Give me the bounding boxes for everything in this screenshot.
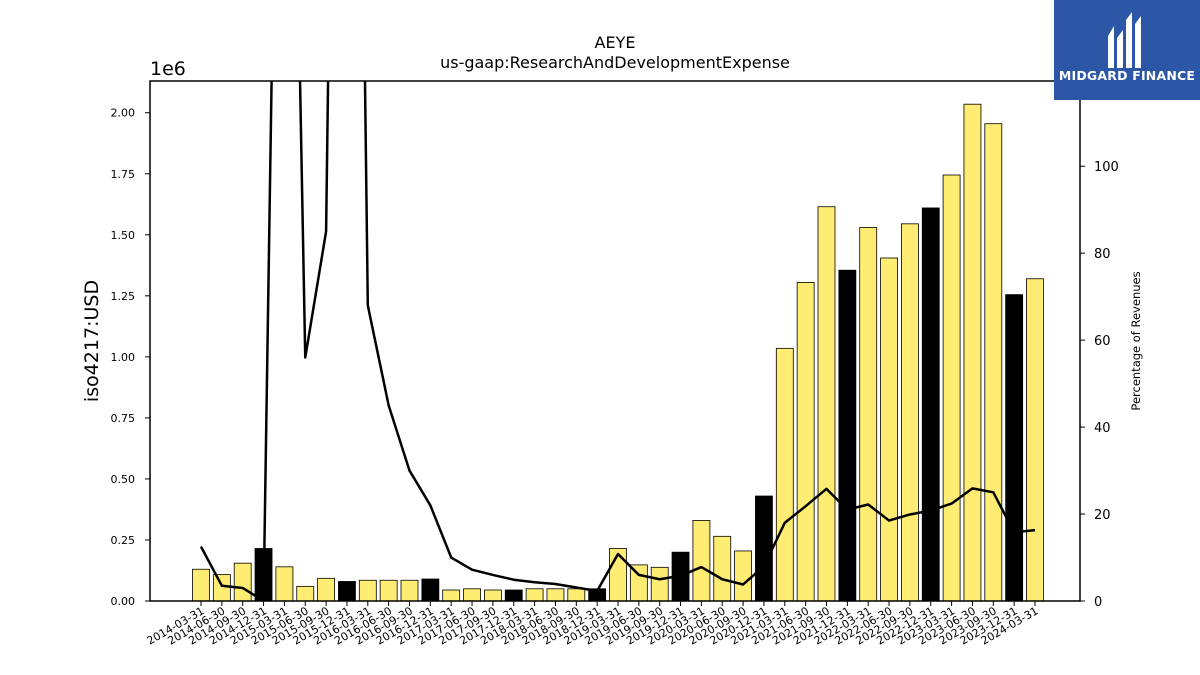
y2-tick-label: 60 [1094, 334, 1111, 349]
chart-title: AEYE [595, 33, 636, 52]
bar-2023-03-31 [942, 174, 961, 602]
y-tick-label: 1.50 [111, 229, 136, 242]
x-axis: 2014-03-312014-06-302014-09-302014-12-31… [145, 601, 1041, 648]
bar-2020-12-31 [755, 495, 773, 602]
bar-2017-03-31 [442, 589, 461, 602]
midgard-logo-icon [1108, 12, 1141, 68]
y-multiplier-label: 1e6 [150, 58, 186, 80]
bar-2021-03-31 [775, 347, 794, 602]
bar-2015-12-31 [338, 581, 356, 602]
brand-logo-text: MIDGARD FINANCE [1058, 68, 1196, 83]
bar-2024-03-31 [1026, 278, 1044, 602]
bar-2022-03-31 [859, 227, 878, 602]
y-tick-label: 0.00 [111, 595, 136, 608]
bar-2016-09-30 [400, 579, 419, 602]
y-axis-label: iso4217:USD [81, 280, 103, 402]
bar-2017-09-30 [483, 589, 502, 602]
bar-2021-09-30 [817, 206, 836, 602]
bar-2021-06-30 [796, 282, 815, 602]
brand-logo: MIDGARD FINANCE [1054, 0, 1200, 100]
y2-tick-label: 100 [1094, 160, 1119, 175]
bar-2018-06-30 [546, 588, 565, 602]
bar-2022-09-30 [901, 223, 919, 602]
plot-frame [149, 80, 1081, 602]
bar-2021-12-31 [838, 269, 857, 602]
y2-tick-label: 40 [1094, 421, 1111, 436]
bar-2022-06-30 [880, 257, 898, 602]
bar-2015-06-30 [296, 585, 315, 602]
bar-2020-03-31 [692, 520, 711, 602]
bar-2022-12-31 [921, 207, 940, 602]
bar-2023-09-30 [984, 123, 1003, 602]
bar-2017-06-30 [463, 588, 481, 602]
line-series [199, 81, 1036, 601]
bar-2023-12-31 [1005, 294, 1024, 602]
bar-2020-09-30 [734, 550, 752, 602]
y-tick-label: 1.75 [111, 168, 136, 181]
y-tick-label: 2.00 [111, 107, 136, 120]
bar-2014-09-30 [233, 562, 252, 602]
bar-2018-03-31 [525, 588, 544, 602]
bar-2020-06-30 [713, 535, 732, 602]
y2-tick-label: 20 [1094, 508, 1111, 523]
y-axis: 0.00 0.25 0.50 0.75 1.00 1.25 1.50 1.75 2.00 [111, 107, 150, 608]
bar-2016-03-31 [358, 579, 377, 602]
bar-2016-12-31 [421, 578, 440, 602]
bar-series [192, 103, 1044, 602]
bar-2014-06-30 [212, 574, 231, 602]
y2-tick-label: 80 [1094, 247, 1111, 262]
bar-2015-03-31 [275, 566, 294, 602]
bar-2023-06-30 [963, 103, 982, 602]
y-tick-label: 1.00 [111, 351, 136, 364]
bar-2019-09-30 [650, 566, 669, 602]
bar-2017-12-31 [504, 589, 523, 602]
chart-subtitle: us-gaap:ResearchAndDevelopmentExpense [440, 53, 790, 72]
bar-2014-03-31 [192, 568, 210, 602]
line-percentage-of-revenues [199, 81, 1036, 601]
y2-axis-label: Percentage of Revenues [1129, 271, 1143, 410]
bar-2015-09-30 [317, 577, 336, 602]
y2-axis: 0 20 40 60 80 100 [1080, 160, 1119, 610]
y-tick-label: 0.50 [111, 473, 136, 486]
bar-2018-09-30 [567, 588, 586, 602]
y2-tick-label: 0 [1094, 595, 1102, 610]
y-tick-label: 1.25 [111, 290, 136, 303]
bar-2016-06-30 [379, 579, 398, 602]
y-tick-label: 0.75 [111, 412, 136, 425]
y-tick-label: 0.25 [111, 534, 136, 547]
